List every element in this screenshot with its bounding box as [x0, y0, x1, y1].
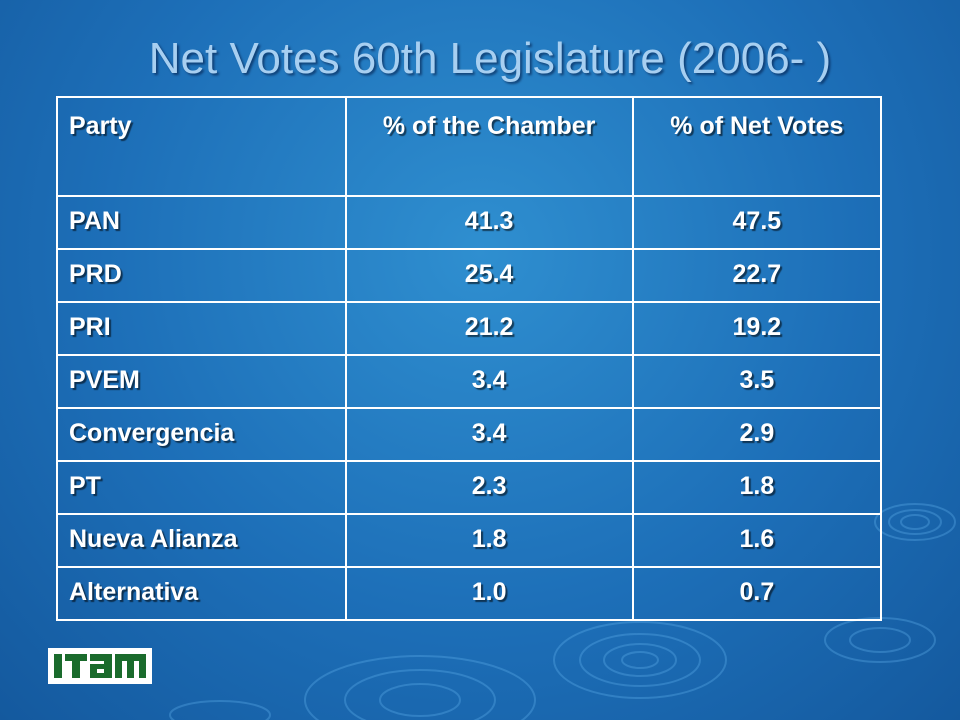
slide-title: Net Votes 60th Legislature (2006- ): [148, 34, 832, 83]
party-cell: PRI: [56, 301, 347, 356]
net-votes-percent-cell: 47.5: [631, 195, 883, 250]
chamber-percent-cell: 2.3: [344, 460, 634, 515]
chamber-percent-cell: 1.0: [344, 566, 634, 621]
table-row: Alternativa 1.0 0.7: [56, 566, 883, 621]
net-votes-percent-cell: 2.9: [631, 407, 883, 462]
party-cell: Alternativa: [56, 566, 347, 621]
party-cell: PVEM: [56, 354, 347, 409]
itam-logo-mark: [54, 654, 146, 678]
net-votes-percent-cell: 1.8: [631, 460, 883, 515]
table-row: PRD 25.4 22.7: [56, 248, 883, 303]
table-row: PRI 21.2 19.2: [56, 301, 883, 356]
header-party: Party: [56, 96, 347, 197]
table-row: PT 2.3 1.8: [56, 460, 883, 515]
net-votes-table: Party % of the Chamber % of Net Votes PA…: [56, 96, 883, 621]
net-votes-percent-cell: 22.7: [631, 248, 883, 303]
header-chamber-percent: % of the Chamber: [344, 96, 634, 197]
net-votes-percent-cell: 1.6: [631, 513, 883, 568]
chamber-percent-cell: 41.3: [344, 195, 634, 250]
chamber-percent-cell: 25.4: [344, 248, 634, 303]
chamber-percent-cell: 3.4: [344, 407, 634, 462]
header-net-votes-percent: % of Net Votes: [631, 96, 883, 197]
table-row: Convergencia 3.4 2.9: [56, 407, 883, 462]
table-row: PVEM 3.4 3.5: [56, 354, 883, 409]
table-header-row: Party % of the Chamber % of Net Votes: [56, 96, 883, 197]
net-votes-percent-cell: 3.5: [631, 354, 883, 409]
chamber-percent-cell: 3.4: [344, 354, 634, 409]
net-votes-percent-cell: 0.7: [631, 566, 883, 621]
party-cell: Nueva Alianza: [56, 513, 347, 568]
party-cell: PRD: [56, 248, 347, 303]
party-cell: Convergencia: [56, 407, 347, 462]
table-row: PAN 41.3 47.5: [56, 195, 883, 250]
chamber-percent-cell: 1.8: [344, 513, 634, 568]
itam-logo: [48, 648, 152, 684]
party-cell: PT: [56, 460, 347, 515]
net-votes-percent-cell: 19.2: [631, 301, 883, 356]
table-row: Nueva Alianza 1.8 1.6: [56, 513, 883, 568]
chamber-percent-cell: 21.2: [344, 301, 634, 356]
party-cell: PAN: [56, 195, 347, 250]
